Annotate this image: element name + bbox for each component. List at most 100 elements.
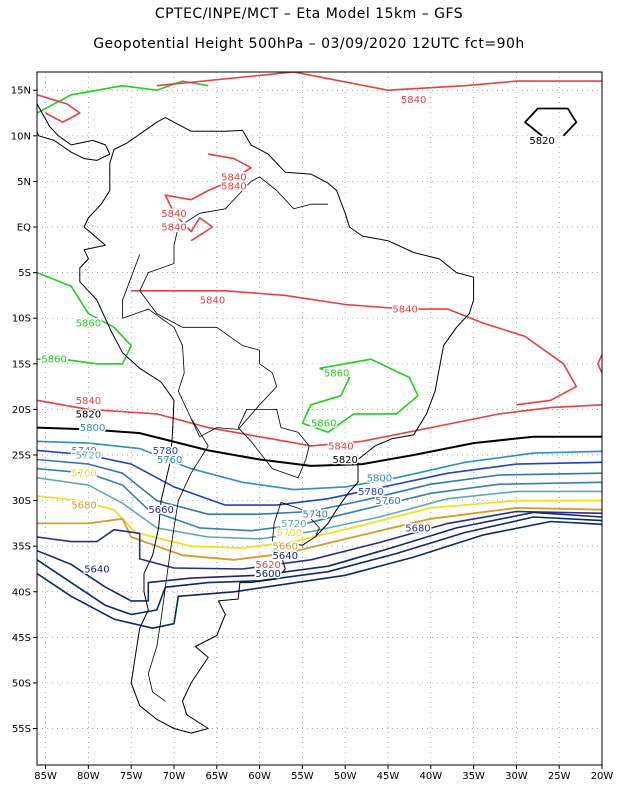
lat-tick-label: 5S (18, 268, 31, 279)
lat-tick-label: 45S (12, 633, 31, 644)
lon-tick-label: 55W (291, 771, 314, 782)
coastlines-and-borders (0, 103, 475, 734)
lat-tick-label: 50S (12, 678, 31, 689)
contour-label-5840: 5840 (200, 295, 225, 306)
contour-label-5840: 5840 (161, 209, 186, 220)
contour-label-5840: 5840 (221, 181, 246, 192)
lat-tick-label: 10N (11, 131, 31, 142)
contour-label-5640: 5640 (273, 551, 298, 562)
contour-label-5840: 5840 (328, 441, 353, 452)
contour-label-5800: 5800 (367, 473, 392, 484)
paraguay-border (237, 409, 310, 479)
contour-label-5600: 5600 (255, 569, 280, 580)
contour-label-5760: 5760 (157, 455, 182, 466)
contour-label-5640: 5640 (84, 564, 109, 575)
contour-5640 (37, 511, 602, 602)
chart-subtitle: Geopotential Height 500hPa – 03/09/2020 … (93, 36, 525, 52)
lon-tick-label: 30W (505, 771, 528, 782)
contour-label-5840: 5840 (392, 305, 417, 316)
uruguay-border (272, 502, 320, 542)
contour-label-5840: 5840 (161, 223, 186, 234)
contour-5660 (37, 510, 602, 570)
lat-tick-label: 15S (12, 359, 31, 370)
lon-tick-label: 80W (77, 771, 100, 782)
contour-5860-west (37, 271, 132, 365)
contour-5840-mid (131, 290, 578, 406)
contour-label-5820: 5820 (529, 136, 554, 147)
contour-5800 (37, 440, 602, 491)
andes-border (147, 418, 209, 702)
contour-label-5680: 5680 (71, 501, 96, 512)
contour-label-5700: 5700 (277, 528, 302, 539)
contour-5720 (37, 477, 602, 540)
contour-label-5680: 5680 (405, 523, 430, 534)
contour-lines (37, 72, 602, 629)
contour-label-5660: 5660 (148, 505, 173, 516)
contour-5700 (37, 495, 602, 549)
contour-label-5740: 5740 (71, 446, 96, 457)
lat-tick-label: 25S (12, 450, 31, 461)
contour-5860-brazil (301, 358, 419, 433)
contour-labels: 5840582058405840584058405840584058605860… (40, 93, 556, 581)
peru-ecuador-border (122, 254, 141, 319)
contour-label-5840: 5840 (221, 172, 246, 183)
contour-label-5860: 5860 (41, 355, 66, 366)
lat-tick-label: 35S (12, 542, 31, 553)
lat-tick-label: 5N (17, 177, 31, 188)
lon-tick-label: 50W (334, 771, 357, 782)
contour-label-5860: 5860 (76, 318, 101, 329)
contour-label-5840: 5840 (401, 95, 426, 106)
lat-tick-label: 20S (12, 405, 31, 416)
contour-5840-east (596, 354, 602, 374)
lat-tick-label: EQ (17, 223, 31, 234)
south-america-coastline (79, 117, 475, 734)
contour-5840-south (37, 399, 602, 447)
lon-tick-label: 75W (120, 771, 143, 782)
contour-5840-north (164, 153, 252, 242)
lon-tick-label: 65W (205, 771, 228, 782)
contour-5680 (37, 507, 602, 561)
contour-5760 (37, 458, 602, 515)
lat-tick-label: 55S (12, 724, 31, 735)
lon-tick-label: 85W (34, 771, 57, 782)
contour-label-5800: 5800 (80, 423, 105, 434)
lon-tick-label: 25W (548, 771, 571, 782)
country-borders-north (122, 176, 329, 438)
contour-label-5760: 5760 (375, 496, 400, 507)
axis-labels: 15N 10N 5N EQ 5S 10S 15S 20S 25S 30S 35S 40S 45S 50S 5… (11, 86, 614, 782)
lat-tick-label: 30S (12, 496, 31, 507)
lon-tick-label: 60W (248, 771, 271, 782)
contour-5840-top (156, 72, 602, 91)
galapagos (0, 232, 7, 237)
contour-5860-north (37, 80, 209, 114)
lon-tick-label: 45W (377, 771, 400, 782)
contour-5820-nw (524, 107, 578, 137)
lat-tick-label: 15N (11, 86, 31, 97)
lon-tick-label: 70W (163, 771, 186, 782)
contour-5820 (37, 426, 602, 467)
contour-5740 (37, 467, 602, 532)
contour-label-5780: 5780 (358, 487, 383, 498)
contour-label-5740: 5740 (302, 510, 327, 521)
lat-tick-label: 10S (12, 314, 31, 325)
central-america-coastline (37, 103, 111, 161)
lon-tick-label: 40W (419, 771, 442, 782)
contour-label-5840: 5840 (76, 396, 101, 407)
contour-5840-nw (37, 94, 81, 123)
contour-label-5700: 5700 (71, 469, 96, 480)
contour-label-5720: 5720 (76, 450, 101, 461)
contour-label-5820: 5820 (76, 409, 101, 420)
contour-label-5780: 5780 (153, 446, 178, 457)
contour-label-5620: 5620 (255, 560, 280, 571)
contour-label-5860: 5860 (311, 419, 336, 430)
contour-label-5660: 5660 (273, 542, 298, 553)
contour-5600 (37, 520, 602, 629)
chart-title: CPTEC/INPE/MCT – Eta Model 15km – GFS (154, 6, 464, 22)
lat-tick-label: 40S (12, 587, 31, 598)
plot-frame (36, 71, 603, 766)
contour-5620 (37, 516, 602, 616)
contour-5780 (37, 449, 602, 506)
lon-tick-label: 35W (462, 771, 485, 782)
lon-tick-label: 20W (591, 771, 614, 782)
